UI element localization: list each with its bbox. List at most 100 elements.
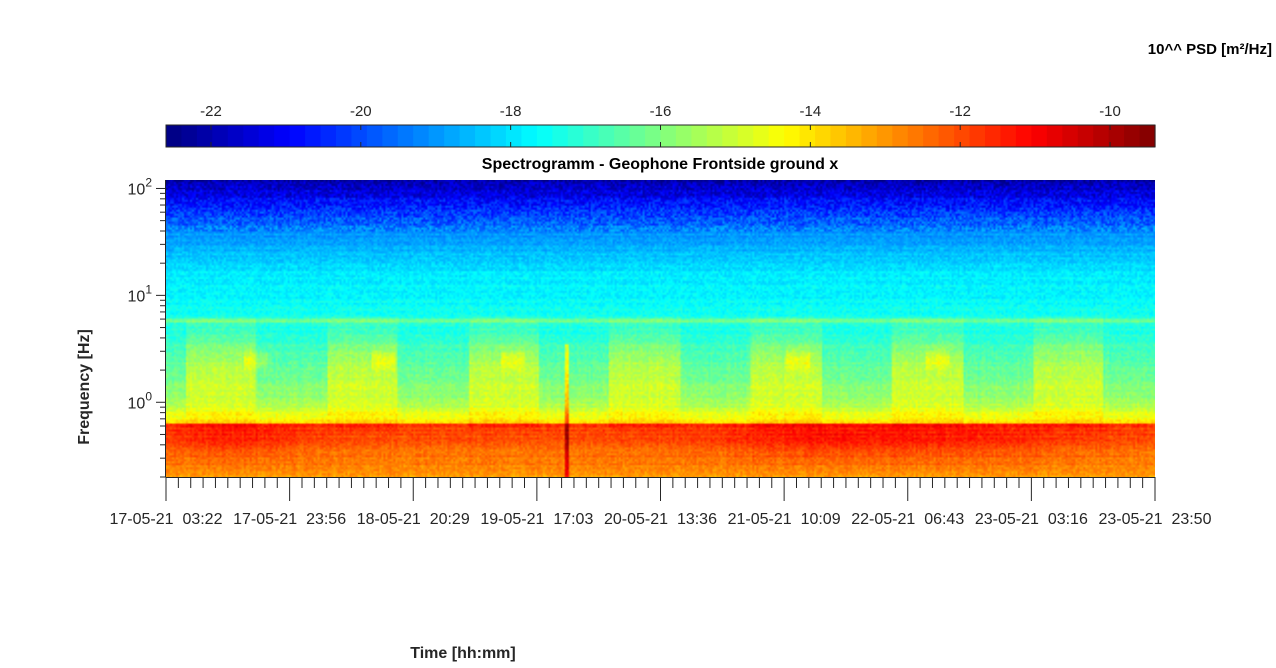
colorbar-bin [567, 125, 584, 147]
y-tick-label-base: 10 [128, 395, 146, 412]
colorbar-bin [969, 125, 986, 147]
colorbar-bin [305, 125, 322, 147]
colorbar-bin [907, 125, 924, 147]
y-tick-label-exponent: 1 [145, 282, 152, 296]
colorbar-bin [428, 125, 445, 147]
colorbar-bin [1077, 125, 1094, 147]
x-tick-label: 19-05-21 17:03 [480, 511, 593, 528]
colorbar-bin [598, 125, 615, 147]
colorbar-bin [876, 125, 893, 147]
colorbar-bin [552, 125, 569, 147]
colorbar-bin [181, 125, 198, 147]
colorbar-bin [1031, 125, 1048, 147]
spectrogram-heatmap [166, 180, 1155, 477]
colorbar-bin [536, 125, 553, 147]
plot-area [166, 180, 1155, 477]
colorbar-bin [243, 125, 260, 147]
colorbar-bin [629, 125, 646, 147]
colorbar-bin [212, 125, 229, 147]
x-tick-label: 21-05-21 10:09 [728, 511, 841, 528]
y-tick-label: 101 [128, 282, 153, 305]
colorbar-bin [1139, 125, 1156, 147]
colorbar-bin [660, 125, 677, 147]
colorbar-bin [722, 125, 739, 147]
y-tick-label-base: 10 [128, 181, 146, 198]
colorbar-bin [475, 125, 492, 147]
colorbar-bin [366, 125, 383, 147]
x-tick-label: 17-05-21 03:22 [110, 511, 223, 528]
colorbar-bin [845, 125, 862, 147]
colorbar-bin [1093, 125, 1110, 147]
colorbar-bin [505, 125, 523, 147]
colorbar-bin [490, 125, 507, 147]
colorbar-bin [274, 125, 291, 147]
colorbar-bin [1000, 125, 1017, 147]
colorbar-bin [706, 125, 723, 147]
y-tick-label-exponent: 0 [145, 389, 152, 403]
x-tick-label: 23-05-21 23:50 [1099, 511, 1212, 528]
colorbar-bin [289, 125, 306, 147]
colorbar-bin [1108, 125, 1125, 147]
colorbar-bin [737, 125, 754, 147]
colorbar-bin [227, 125, 244, 147]
colorbar-bin [614, 125, 631, 147]
colorbar-bin [1015, 125, 1032, 147]
colorbar-bin [815, 125, 832, 147]
colorbar-bin [583, 125, 600, 147]
colorbar-ticks: -22 -20 -18 -16 -14 -12 -10 [200, 103, 1121, 147]
colorbar-bin [768, 125, 785, 147]
colorbar-bin [1062, 125, 1079, 147]
colorbar-label: 10^^ PSD [m²/Hz] [1148, 41, 1272, 58]
x-tick-label: 17-05-21 23:56 [233, 511, 346, 528]
colorbar-bin [675, 125, 692, 147]
colorbar-bin [753, 125, 770, 147]
y-tick-label: 100 [128, 389, 153, 412]
colorbar-bin [799, 125, 816, 147]
colorbar-bin [938, 125, 955, 147]
colorbar-tick-label: -20 [350, 103, 372, 120]
y-tick-label: 102 [128, 175, 153, 198]
colorbar-bin [258, 125, 275, 147]
x-tick-label: 20-05-21 13:36 [604, 511, 717, 528]
colorbar-tick-label: -16 [650, 103, 672, 120]
colorbar [165, 124, 1156, 148]
x-axis: 17-05-21 03:22 17-05-21 23:56 18-05-21 20:… [110, 477, 1212, 528]
colorbar-bin [985, 125, 1002, 147]
colorbar-bin [413, 125, 430, 147]
colorbar-bin [335, 125, 353, 147]
colorbar-bin [196, 125, 213, 147]
colorbar-bin [691, 125, 708, 147]
colorbar-tick-label: -12 [949, 103, 971, 120]
colorbar-bin [830, 125, 847, 147]
colorbar-bin [521, 125, 538, 147]
colorbar-bin [382, 125, 399, 147]
colorbar-bin [923, 125, 940, 147]
colorbar-bin [645, 125, 662, 147]
colorbar-bin [444, 125, 461, 147]
colorbar-bin [459, 125, 476, 147]
colorbar-tick-label: -18 [500, 103, 522, 120]
y-axis-label: Frequency [Hz] [76, 329, 93, 445]
x-tick-label: 23-05-21 03:16 [975, 511, 1088, 528]
colorbar-tick-label: -22 [200, 103, 222, 120]
x-tick-label: 22-05-21 06:43 [851, 511, 964, 528]
x-axis-label: Time [hh:mm] [410, 645, 515, 662]
colorbar-bin [166, 125, 183, 147]
colorbar-tick-label: -10 [1099, 103, 1121, 120]
y-tick-label-exponent: 2 [145, 175, 152, 189]
colorbar-bin [892, 125, 909, 147]
colorbar-tick-label: -14 [800, 103, 822, 120]
chart-title: Spectrogramm - Geophone Frontside ground… [482, 156, 839, 173]
x-tick-label: 18-05-21 20:29 [357, 511, 470, 528]
colorbar-bin [784, 125, 801, 147]
colorbar-bin [1124, 125, 1141, 147]
colorbar-bin [397, 125, 414, 147]
colorbar-bin [861, 125, 878, 147]
colorbar-bin [1046, 125, 1063, 147]
colorbar-bin [351, 125, 368, 147]
y-tick-label-base: 10 [128, 288, 146, 305]
colorbar-bin [954, 125, 971, 147]
